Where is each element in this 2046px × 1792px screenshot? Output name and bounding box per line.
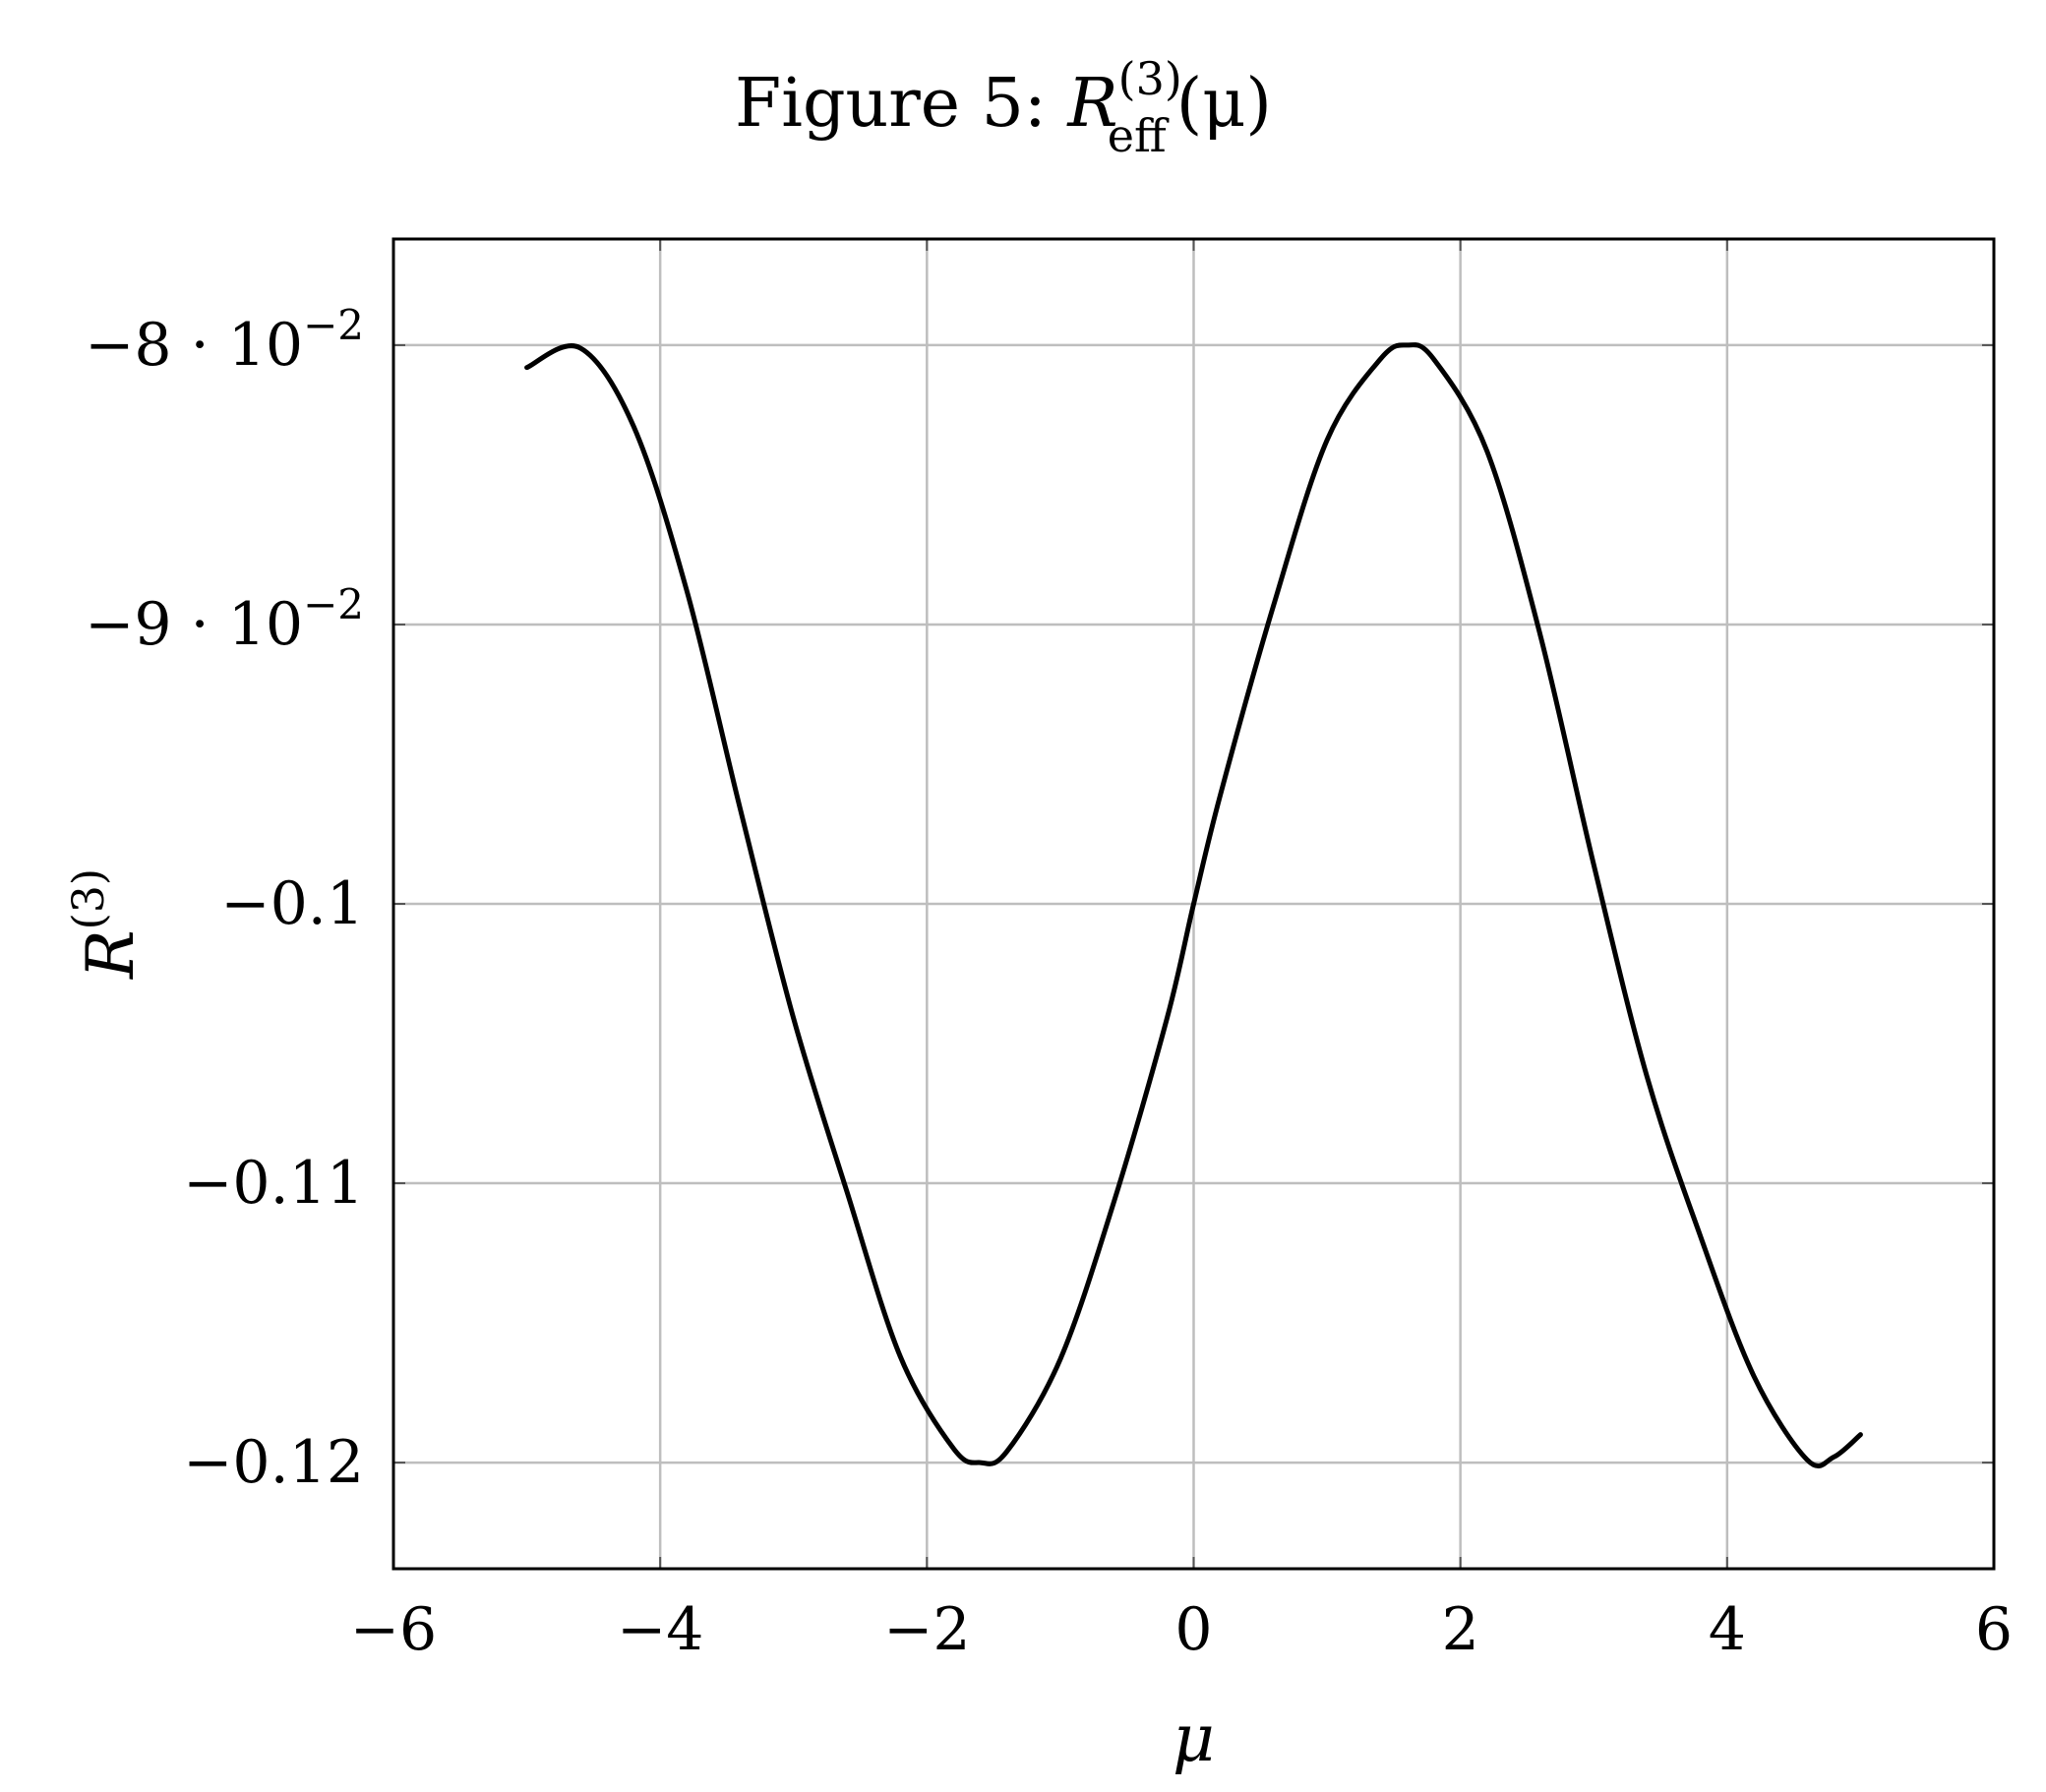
y-axis-label-symbol: R [73,929,149,980]
x-axis-label: μ [1173,1701,1215,1776]
y-axis-label: R(3) [64,868,149,980]
chart-title-subscript: eff [1108,109,1170,162]
x-tick-labels: −6 −4 −2 0 2 4 6 [350,1595,2013,1664]
chart-title-suffix: (μ) [1176,65,1272,143]
series-line [524,342,1863,1468]
x-tick-label: 4 [1709,1595,1746,1664]
x-tick-label: −4 [617,1595,703,1664]
y-tick-label: −0.1 [220,869,364,938]
chart-title-prefix: Figure 5: [735,65,1067,143]
chart-title: Figure 5: R(3) eff (μ) [735,52,1272,162]
y-tick-labels: −8 · 10−2 −9 · 10−2 −0.1 −0.11 −0.12 [85,301,364,1497]
x-tick-label: 2 [1442,1595,1479,1664]
x-tick-label: −2 [883,1595,970,1664]
y-tick-label: −9 · 10−2 [85,580,364,659]
chart-title-symbol: R [1065,65,1117,143]
y-tick-label: −8 · 10−2 [85,301,364,380]
x-tick-label: 6 [1975,1595,2013,1664]
y-tick-label: −0.11 [183,1149,364,1218]
y-tick-label: −0.12 [183,1428,364,1497]
y-axis-label-superscript: (3) [64,868,114,929]
chart-title-superscript: (3) [1118,52,1182,105]
plot-frame [391,237,1996,1571]
x-tick-label: 0 [1174,1595,1212,1664]
x-tick-label: −6 [350,1595,437,1664]
